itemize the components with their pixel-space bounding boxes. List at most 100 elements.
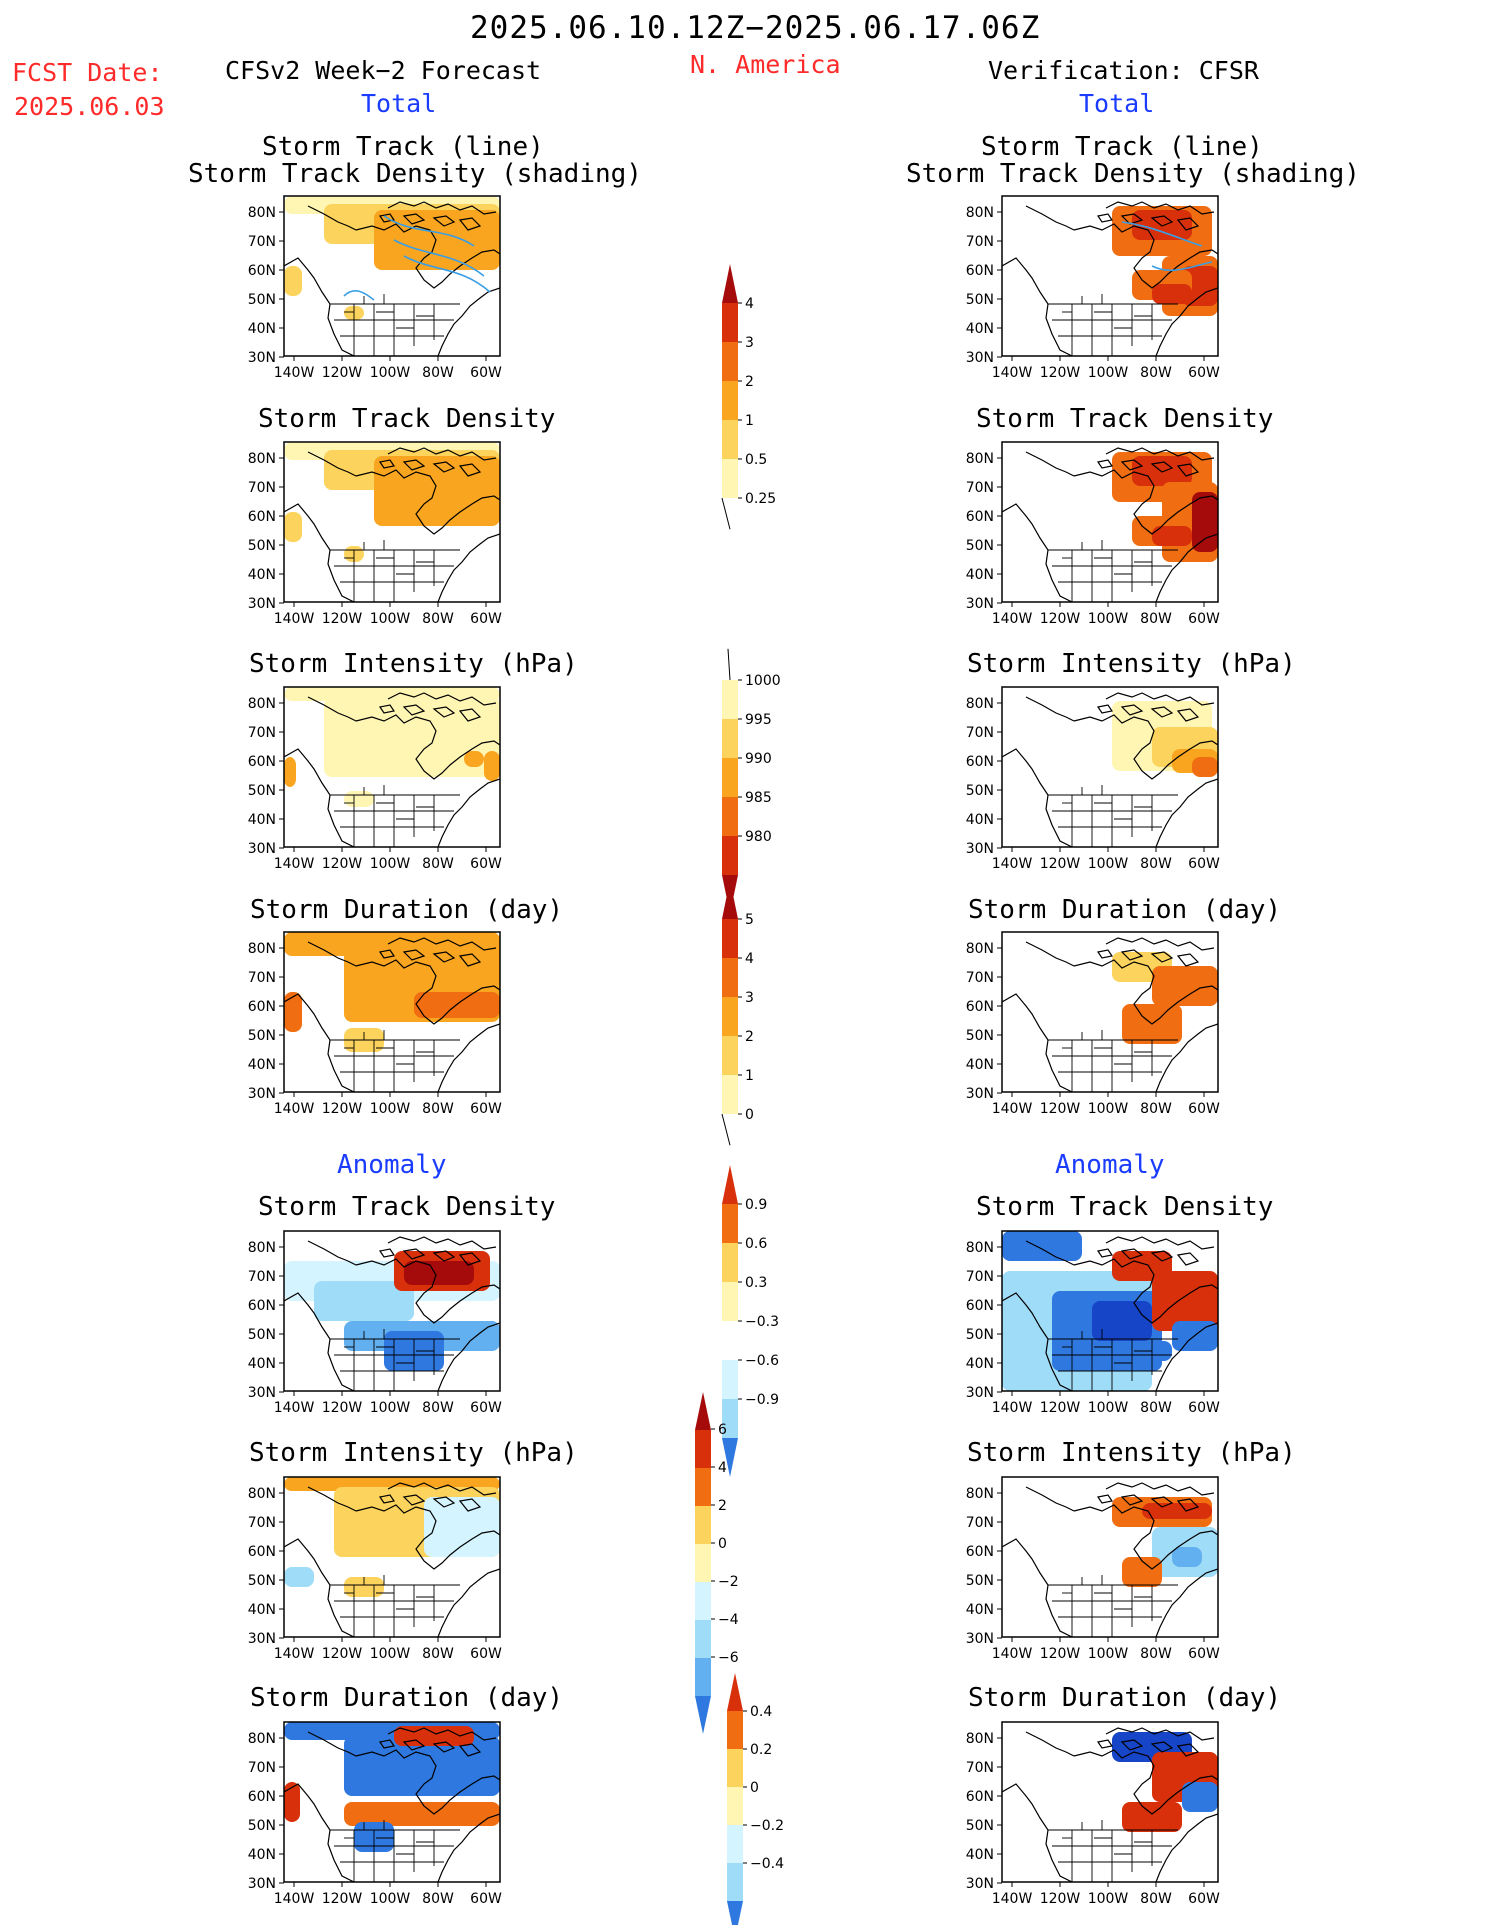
- colorbar-label: 4: [745, 296, 754, 312]
- coastline: [458, 1498, 482, 1512]
- shading-cell: [404, 1261, 474, 1285]
- coastline: [379, 213, 395, 223]
- coastline: [437, 533, 500, 602]
- lat-label: 40N: [248, 567, 276, 583]
- coastline: [1025, 205, 1075, 231]
- shading-cell: [394, 1726, 474, 1746]
- lat-label: 80N: [248, 451, 276, 467]
- colorbar-label: −0.4: [750, 1856, 784, 1872]
- lat-label: 80N: [966, 451, 994, 467]
- coastline: [1105, 201, 1215, 215]
- lat-label: 70N: [248, 970, 276, 986]
- colorbar-segment: [695, 1620, 711, 1658]
- colorbar-segment: [722, 719, 738, 758]
- coastline: [1073, 223, 1218, 289]
- coastline: [307, 941, 357, 967]
- lat-label: 50N: [248, 292, 276, 308]
- lat-label: 30N: [248, 1086, 276, 1102]
- lat-label: 40N: [248, 1602, 276, 1618]
- coastline: [1150, 1496, 1174, 1508]
- colorbar-arrow-bottom: [695, 1696, 711, 1734]
- lat-label: 30N: [248, 596, 276, 612]
- lon-label: 140W: [992, 611, 1033, 627]
- lon-label: 100W: [370, 1891, 411, 1907]
- lat-label: 80N: [248, 941, 276, 957]
- map-frame: [1001, 1721, 1219, 1883]
- coastline: [1105, 447, 1215, 461]
- lon-label: 60W: [1188, 1400, 1220, 1416]
- colorbar-segment: [695, 1430, 711, 1468]
- lat-label: 40N: [248, 812, 276, 828]
- colorbar-intensity-total: 1000 995 990 985 980: [722, 648, 781, 914]
- lat-label: 30N: [248, 1631, 276, 1647]
- lat-label: 70N: [248, 1760, 276, 1776]
- lat-label: 40N: [966, 812, 994, 828]
- lon-label: 100W: [370, 365, 411, 381]
- coastline: [432, 706, 456, 718]
- colorbar-segment: [722, 958, 738, 997]
- shading-cell: [344, 791, 374, 807]
- coastline: [432, 215, 456, 227]
- coastline: [355, 1504, 500, 1570]
- title-left-anom-intensity: Storm Intensity (hPa): [249, 1438, 578, 1468]
- colorbar-label: 2: [718, 1498, 727, 1514]
- title-left-intensity: Storm Intensity (hPa): [249, 649, 578, 679]
- lon-label: 80W: [422, 1101, 454, 1117]
- shading-cell: [1152, 526, 1192, 546]
- colorbar-segment: [695, 1468, 711, 1506]
- shading-cell: [284, 512, 302, 542]
- lon-label: 140W: [274, 856, 315, 872]
- lat-label: 70N: [248, 234, 276, 250]
- lat-label: 60N: [966, 1789, 994, 1805]
- lon-label: 100W: [370, 1101, 411, 1117]
- map-frame: [283, 686, 501, 848]
- colorbar-label: 1: [745, 1068, 754, 1084]
- colorbar-segment: [695, 1582, 711, 1620]
- lat-label: 50N: [966, 292, 994, 308]
- map-frame: [283, 195, 501, 357]
- coastline: [1150, 1741, 1174, 1753]
- lon-label: 120W: [322, 856, 363, 872]
- coastline: [1176, 463, 1200, 477]
- colorbar-arrow-top: [695, 1392, 711, 1430]
- lat-label: 30N: [248, 350, 276, 366]
- coastline: [1073, 1749, 1218, 1815]
- coastline: [1155, 1322, 1218, 1391]
- coastline: [1105, 937, 1215, 951]
- lon-label: 120W: [1040, 611, 1081, 627]
- colorbar-segment: [722, 342, 738, 381]
- colorbar-segment: [722, 797, 738, 836]
- coastline: [1025, 696, 1075, 722]
- lat-label: 70N: [248, 725, 276, 741]
- coastline: [458, 708, 482, 722]
- coastline: [1120, 1248, 1144, 1260]
- shading-cell: [1182, 1782, 1218, 1812]
- lat-label: 50N: [248, 1818, 276, 1834]
- coastline: [437, 1813, 500, 1882]
- lon-label: 60W: [470, 1646, 502, 1662]
- lat-label: 60N: [248, 1298, 276, 1314]
- lat-label: 40N: [966, 1602, 994, 1618]
- lon-label: 80W: [1140, 611, 1172, 627]
- lat-label: 60N: [248, 999, 276, 1015]
- lat-label: 50N: [248, 1327, 276, 1343]
- colorbar-segment: [722, 1282, 738, 1321]
- colorbar-label: 2: [745, 1029, 754, 1045]
- lon-label: 120W: [1040, 1101, 1081, 1117]
- lat-label: 80N: [248, 205, 276, 221]
- shading-cell: [1002, 1231, 1082, 1261]
- colorbar-arrow-top: [722, 880, 738, 919]
- coastline: [355, 469, 500, 535]
- coastline: [437, 1322, 500, 1391]
- coastline: [1105, 1727, 1215, 1741]
- coastline: [432, 461, 456, 473]
- colorbar-segment: [722, 1036, 738, 1075]
- lon-label: 100W: [370, 1400, 411, 1416]
- lat-label: 40N: [966, 1057, 994, 1073]
- coastline: [437, 287, 500, 356]
- total-label-right: Total: [1079, 89, 1155, 118]
- lon-label: 80W: [1140, 1891, 1172, 1907]
